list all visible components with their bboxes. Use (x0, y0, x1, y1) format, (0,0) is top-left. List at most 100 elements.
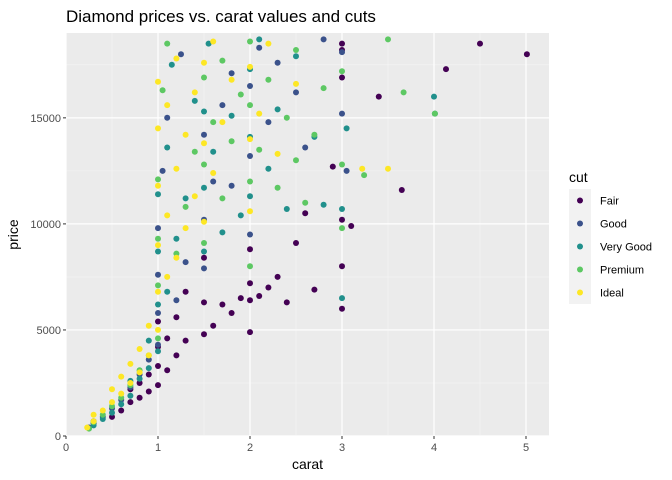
data-point (219, 102, 226, 109)
data-point (191, 97, 198, 104)
data-point (339, 161, 345, 168)
data-point (219, 57, 226, 64)
data-point (201, 218, 207, 225)
data-point (228, 182, 235, 189)
data-point (247, 38, 253, 45)
x-tick-label: 2 (247, 442, 253, 454)
data-point (302, 210, 309, 217)
data-point (127, 360, 134, 367)
data-point (182, 259, 189, 266)
data-point (164, 114, 171, 121)
data-point (159, 167, 166, 174)
data-point (155, 326, 161, 333)
data-point (265, 165, 272, 172)
data-point (168, 61, 175, 68)
data-point (109, 413, 115, 420)
data-point (201, 140, 207, 147)
data-point (118, 373, 125, 380)
data-point (256, 36, 263, 43)
data-point (118, 407, 125, 414)
legend-key (577, 197, 583, 204)
data-point (164, 144, 171, 151)
data-point (155, 382, 161, 389)
data-point (210, 119, 217, 126)
data-point (164, 102, 171, 109)
data-point (274, 150, 281, 157)
data-point (247, 102, 253, 109)
legend-key (577, 266, 583, 273)
data-point (173, 165, 180, 172)
data-point (339, 216, 345, 223)
data-point (173, 254, 180, 261)
data-point (155, 78, 161, 85)
data-point (155, 242, 161, 249)
data-point (99, 411, 106, 418)
legend-key (577, 289, 583, 296)
data-point (237, 212, 244, 219)
data-point (205, 40, 212, 47)
x-tick-label: 0 (63, 442, 69, 454)
data-point (182, 225, 189, 232)
data-point (173, 235, 180, 242)
data-point (155, 301, 161, 308)
legend-label: Fair (600, 196, 619, 208)
data-point (320, 85, 327, 92)
data-point (228, 70, 235, 77)
data-point (201, 248, 207, 255)
data-point (400, 89, 407, 96)
legend-label: Good (600, 219, 627, 231)
data-point (256, 293, 263, 299)
data-point (155, 335, 161, 342)
data-point (118, 401, 125, 408)
legend-title: cut (569, 169, 588, 185)
data-point (283, 114, 290, 121)
data-point (155, 318, 161, 325)
data-point (136, 394, 143, 401)
y-tick-label: 5000 (37, 325, 61, 337)
data-point (385, 36, 391, 43)
data-point (256, 44, 263, 51)
data-point (339, 68, 345, 75)
data-point (201, 240, 207, 246)
data-point (247, 208, 253, 215)
data-point (109, 409, 115, 416)
data-point (256, 146, 263, 153)
data-point (191, 193, 198, 200)
data-point (228, 76, 235, 83)
data-point (145, 388, 152, 395)
data-point (178, 51, 184, 58)
data-point (311, 286, 318, 293)
data-point (237, 91, 244, 98)
data-point (201, 184, 207, 191)
data-point (237, 295, 244, 302)
data-point (191, 148, 198, 155)
data-point (274, 184, 281, 191)
data-point (155, 271, 161, 278)
data-point (375, 93, 382, 100)
data-point (283, 299, 290, 306)
data-point (182, 131, 189, 138)
data-point (339, 74, 345, 81)
data-point (210, 38, 217, 45)
data-point (219, 301, 226, 308)
x-tick-label: 3 (339, 442, 345, 454)
data-point (159, 87, 166, 94)
data-point (201, 59, 207, 66)
data-point (191, 89, 198, 96)
data-point (210, 178, 217, 185)
data-point (155, 176, 161, 183)
data-point (210, 322, 217, 329)
data-point (173, 297, 180, 304)
data-point (398, 187, 405, 193)
data-point (219, 195, 226, 202)
data-point (164, 212, 171, 219)
data-point (293, 89, 299, 96)
data-point (155, 248, 161, 255)
data-point (228, 112, 235, 119)
data-point (173, 55, 180, 62)
legend-label: Premium (600, 265, 644, 277)
legend: cut Fair Good Very Good Premium Ideal (569, 169, 652, 304)
data-point (118, 390, 125, 397)
data-point (293, 80, 299, 87)
data-point (164, 367, 171, 374)
